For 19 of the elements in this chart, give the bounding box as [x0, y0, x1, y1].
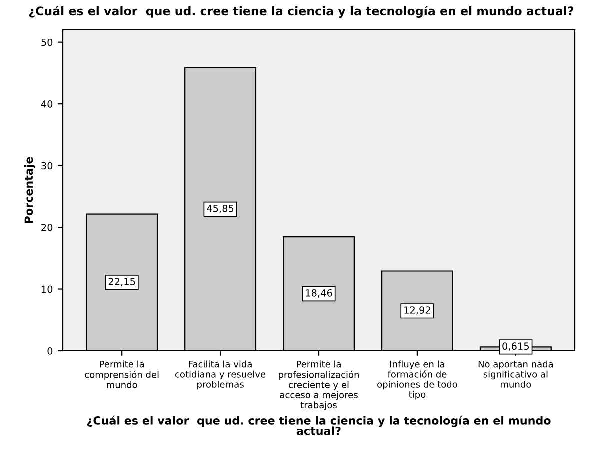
x-tick-label: Influye en la formación de opiniones de todo tipo: [378, 360, 458, 400]
data-label: 12,92: [404, 306, 430, 315]
x-tick-label: Facilita la vida cotidiana y resuelve problemas: [175, 360, 266, 390]
y-tick-label: 30: [42, 162, 53, 170]
x-axis-title: ¿Cuál es el valor que ud. cree tiene la ciencia y la tecnología en el mundo actual?: [87, 416, 551, 436]
y-tick-label: 40: [41, 100, 53, 108]
chart-title: ¿Cuál es el valor que ud. cree tiene la ciencia y la tecnología en el mundo actual?: [29, 6, 574, 18]
y-tick-label: 0: [48, 347, 53, 355]
y-tick-label: 50: [42, 38, 53, 46]
data-label: 18,46: [306, 289, 332, 298]
x-tick-label: Permite la comprensión del mundo: [85, 360, 159, 388]
x-tick-label: Permite la profesionalización creciente y el acceso a mejores trabajos: [279, 360, 359, 410]
x-tick-label: No aportan nada significativo al mundo: [478, 360, 554, 388]
data-label: 45,85: [207, 204, 234, 214]
y-tick-label: 10: [42, 286, 53, 294]
data-label: 0,615: [502, 342, 529, 352]
y-axis-title: Porcentaje: [24, 157, 36, 224]
data-label: 22,15: [108, 278, 136, 286]
y-tick-label: 20: [42, 224, 53, 232]
